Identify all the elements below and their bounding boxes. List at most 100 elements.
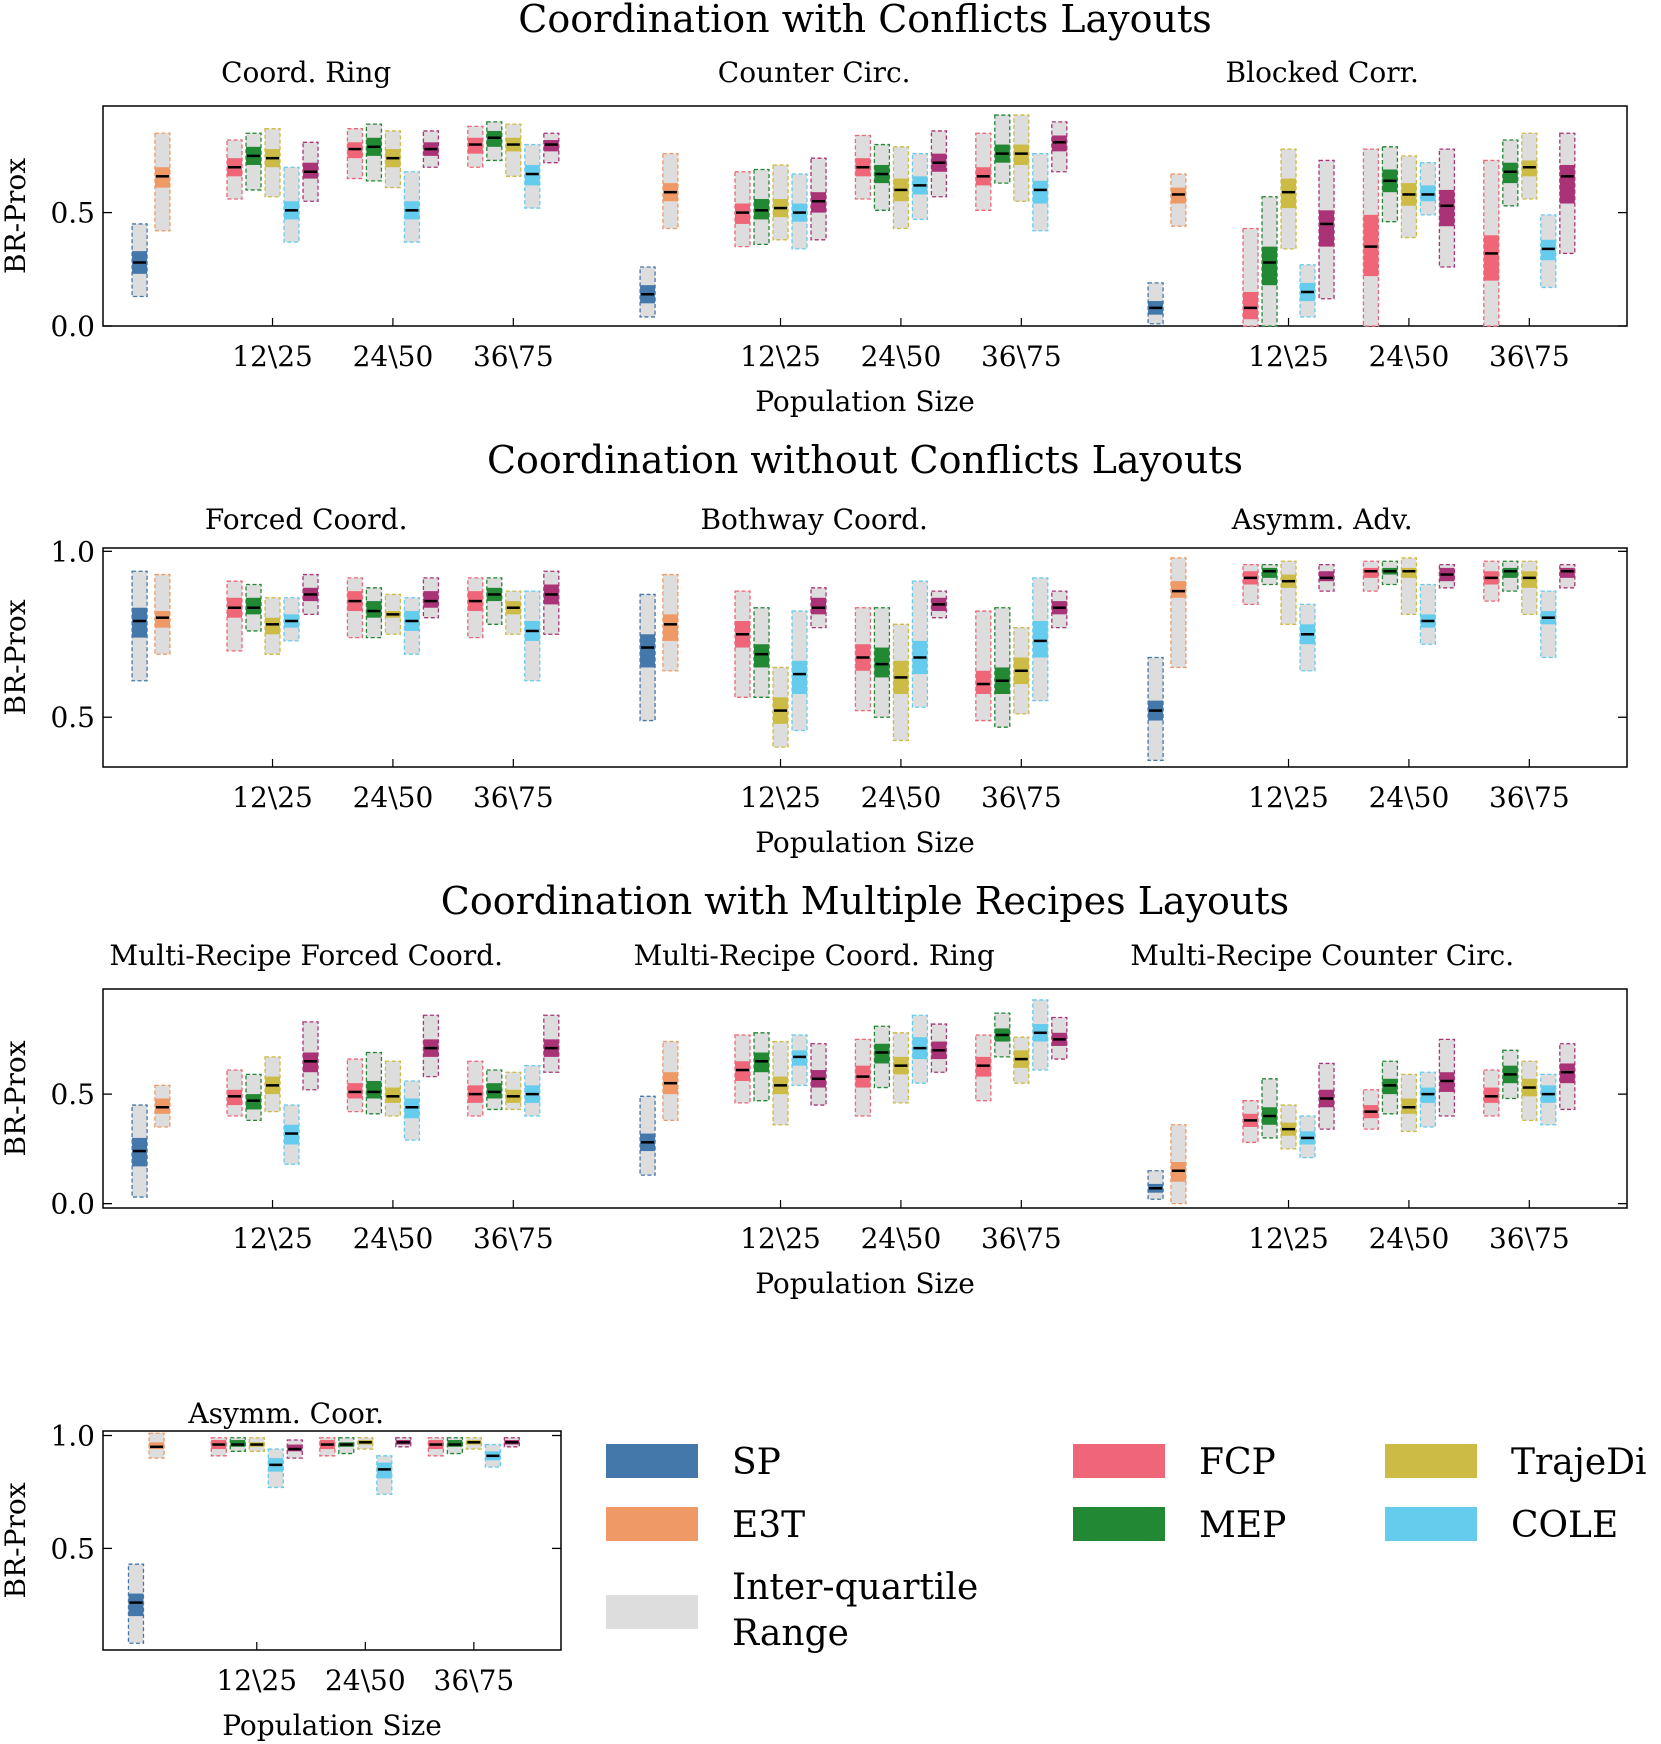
x-group-label: 12\25 (740, 1222, 821, 1255)
fcp-iqr-box (975, 670, 991, 694)
row-title: Coordination with Multiple Recipes Layou… (441, 879, 1289, 923)
mep-iqr-box (366, 1080, 382, 1099)
x-group-label: 36\75 (981, 340, 1062, 373)
subplot-title: Multi-Recipe Forced Coord. (109, 939, 503, 972)
subplot-title: Multi-Recipe Coord. Ring (634, 939, 995, 972)
legend-swatch-mep (1073, 1507, 1165, 1541)
extra-iqr-box (1319, 210, 1335, 247)
trajedi-iqr-box (1401, 567, 1417, 578)
e3t-iqr-box (662, 614, 678, 641)
cole-range-outline (1032, 999, 1049, 1071)
row-title: Coordination without Conflicts Layouts (487, 438, 1243, 482)
mep-iqr-box (366, 601, 382, 618)
y-tick-label: 0.0 (50, 310, 95, 343)
trajedi-range-outline (1280, 148, 1297, 250)
y-axis-label: BR-Prox (0, 599, 32, 715)
x-group-label: 36\75 (1489, 340, 1570, 373)
axes-layer (102, 105, 1628, 1651)
axes-frame (102, 1430, 562, 1651)
y-axis-label: BR-Prox (0, 1482, 32, 1598)
mep-iqr-box (874, 647, 890, 678)
legend-label-fcp: FCP (1199, 1442, 1276, 1483)
extra-iqr-box (423, 591, 439, 608)
legend-label-sp: SP (732, 1442, 781, 1483)
axes-frame (102, 105, 1628, 327)
legend-label-e3t: E3T (732, 1505, 805, 1546)
x-group-label: 36\75 (473, 781, 554, 814)
x-group-label: 12\25 (1248, 781, 1329, 814)
legend-label-cole: COLE (1511, 1505, 1618, 1546)
trajedi-range-outline (772, 1040, 789, 1126)
x-axis-label: Population Size (755, 826, 975, 859)
e3t-range (1170, 557, 1186, 668)
mep-iqr-box (754, 644, 770, 668)
mep-range-outline (486, 577, 503, 625)
sp-iqr-box (132, 607, 148, 638)
x-group-label: 24\50 (1369, 781, 1450, 814)
x-group-label: 12\25 (740, 340, 821, 373)
sp-iqr-box (640, 634, 656, 668)
fcp-range (975, 611, 991, 721)
y-tick-label: 0.5 (50, 197, 95, 230)
legend: SP E3T FCP MEP TrajeDi COLE Inter-quartile Rang… (606, 1442, 1647, 1654)
trajedi-iqr-box (1521, 571, 1537, 588)
fcp-range-outline (210, 1437, 227, 1457)
cole-iqr-box (1032, 621, 1048, 658)
y-axis-label: BR-Prox (0, 1040, 32, 1156)
x-group-label: 24\50 (1369, 1222, 1450, 1255)
trajedi-range-outline (1400, 1073, 1418, 1133)
trajedi-range-outline (1280, 1104, 1297, 1150)
legend-swatch-trajedi (1385, 1444, 1477, 1478)
y-axis-label: BR-Prox (0, 158, 32, 274)
x-group-label: 12\25 (740, 781, 821, 814)
x-axis-label: Population Size (755, 1267, 975, 1300)
x-group-label: 36\75 (981, 1222, 1062, 1255)
fcp-range-outline (1242, 227, 1259, 327)
legend-label-trajedi: TrajeDi (1511, 1442, 1647, 1483)
mep-range-outline (994, 1012, 1011, 1058)
e3t-iqr-box (154, 611, 170, 628)
x-group-label: 24\50 (353, 1222, 434, 1255)
fcp-iqr-box (1363, 567, 1379, 578)
mep-iqr-box (246, 597, 262, 615)
x-group-label: 24\50 (1369, 340, 1450, 373)
extra-iqr-box (1319, 571, 1335, 582)
x-group-label: 12\25 (232, 781, 313, 814)
extra-iqr-box (811, 597, 827, 615)
extra-iqr-box (1559, 164, 1575, 204)
y-tick-label: 1.0 (50, 535, 95, 568)
cole-range-outline (403, 597, 421, 655)
sp-range-outline (131, 570, 148, 682)
fcp-range-outline (226, 580, 243, 652)
x-group-label: 36\75 (1489, 1222, 1570, 1255)
trajedi-range-outline (264, 597, 281, 655)
mep-iqr-box (1262, 567, 1278, 578)
x-group-label: 36\75 (473, 340, 554, 373)
e3t-range-outline (662, 573, 679, 672)
subplot-title: Multi-Recipe Counter Circ. (1130, 939, 1514, 972)
fcp-iqr-box (1483, 235, 1499, 281)
x-group-label: 24\50 (861, 340, 942, 373)
marks-layer (127, 114, 1576, 1644)
x-group-label: 12\25 (232, 340, 313, 373)
subplot-title: Asymm. Adv. (1231, 503, 1413, 536)
axes-frame (102, 547, 1628, 768)
legend-swatch-cole (1385, 1507, 1477, 1541)
subplot-title: Counter Circ. (718, 56, 911, 89)
x-group-label: 12\25 (216, 1664, 297, 1697)
axes-frame (102, 988, 1628, 1209)
x-group-label: 36\75 (473, 1222, 554, 1255)
x-group-label: 36\75 (1489, 781, 1570, 814)
sp-iqr-box (128, 1593, 144, 1617)
x-axis-label: Population Size (222, 1709, 442, 1742)
cole-iqr-box (1032, 180, 1048, 204)
y-tick-label: 1.0 (50, 1420, 95, 1453)
extra-iqr-box (1439, 189, 1455, 227)
trajedi-range (1401, 557, 1417, 615)
x-axis-label: Population Size (755, 385, 975, 418)
x-group-label: 12\25 (1248, 340, 1329, 373)
legend-label-iqr-line1: Inter-quartile (732, 1567, 978, 1608)
extra-range-outline (543, 1014, 560, 1073)
trajedi-range-outline (384, 130, 402, 189)
